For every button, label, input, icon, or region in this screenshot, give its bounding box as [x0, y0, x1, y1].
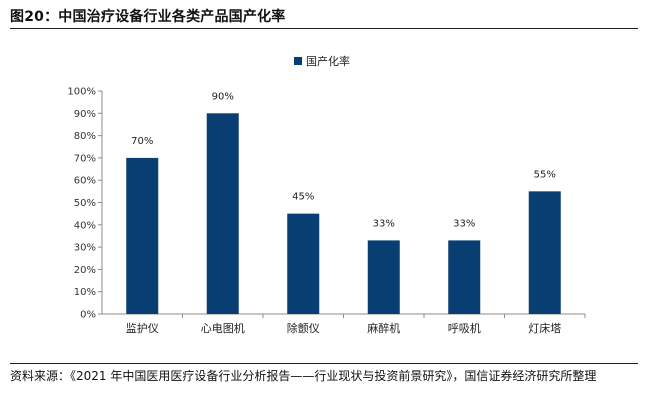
- data-label: 45%: [292, 192, 314, 203]
- y-tick-label: 70%: [74, 153, 96, 164]
- legend-label: 国产化率: [306, 54, 350, 68]
- x-category-label: 监护仪: [126, 321, 159, 335]
- legend-swatch: [294, 57, 302, 65]
- data-label: 55%: [534, 169, 556, 180]
- data-labels: 70% 90% 45% 33% 33% 55%: [131, 91, 556, 229]
- x-category-label: 除颤仪: [287, 321, 320, 335]
- y-tick-label: 50%: [74, 198, 96, 209]
- y-tick-label: 0%: [80, 310, 96, 321]
- bar-chart: 国产化率 0% 10% 20% 30% 40% 50% 60% 70% 80% 90% 100% 7…: [67, 54, 586, 335]
- bar: [206, 113, 239, 314]
- y-tick-label: 40%: [74, 220, 96, 231]
- x-category-label: 心电图机: [201, 321, 245, 335]
- figure-title: 图20：中国治疗设备行业各类产品国产化率: [10, 9, 286, 25]
- y-tick-label: 100%: [67, 87, 96, 98]
- chart-legend: 国产化率: [294, 54, 350, 68]
- data-label: 90%: [212, 91, 234, 102]
- chart-axes: [101, 91, 585, 315]
- y-tick-label: 10%: [74, 287, 96, 298]
- source-note: 资料来源：《2021 年中国医用医疗设备行业分析报告——行业现状与投资前景研究》…: [10, 369, 597, 383]
- data-label: 33%: [373, 218, 395, 229]
- x-axis-categories: 监护仪 心电图机 除颤仪 麻醉机 呼吸机 灯床塔: [126, 314, 586, 335]
- y-tick-label: 60%: [74, 176, 96, 187]
- y-tick-label: 90%: [74, 109, 96, 120]
- y-tick-label: 80%: [74, 131, 96, 142]
- title-divider: [10, 28, 638, 29]
- bar: [126, 157, 159, 314]
- y-tick-label: 20%: [74, 265, 96, 276]
- bar-series: [126, 113, 561, 314]
- x-category-label: 灯床塔: [528, 321, 561, 335]
- y-axis-ticks: 0% 10% 20% 30% 40% 50% 60% 70% 80% 90% 100%: [67, 87, 102, 321]
- bar: [528, 191, 561, 314]
- data-label: 33%: [453, 218, 475, 229]
- bar: [448, 240, 481, 314]
- data-label: 70%: [131, 136, 153, 147]
- source-divider: [10, 363, 638, 364]
- bar: [367, 240, 400, 314]
- x-category-label: 麻醉机: [367, 321, 400, 335]
- bar: [287, 213, 320, 314]
- x-category-label: 呼吸机: [448, 321, 481, 335]
- y-tick-label: 30%: [74, 243, 96, 254]
